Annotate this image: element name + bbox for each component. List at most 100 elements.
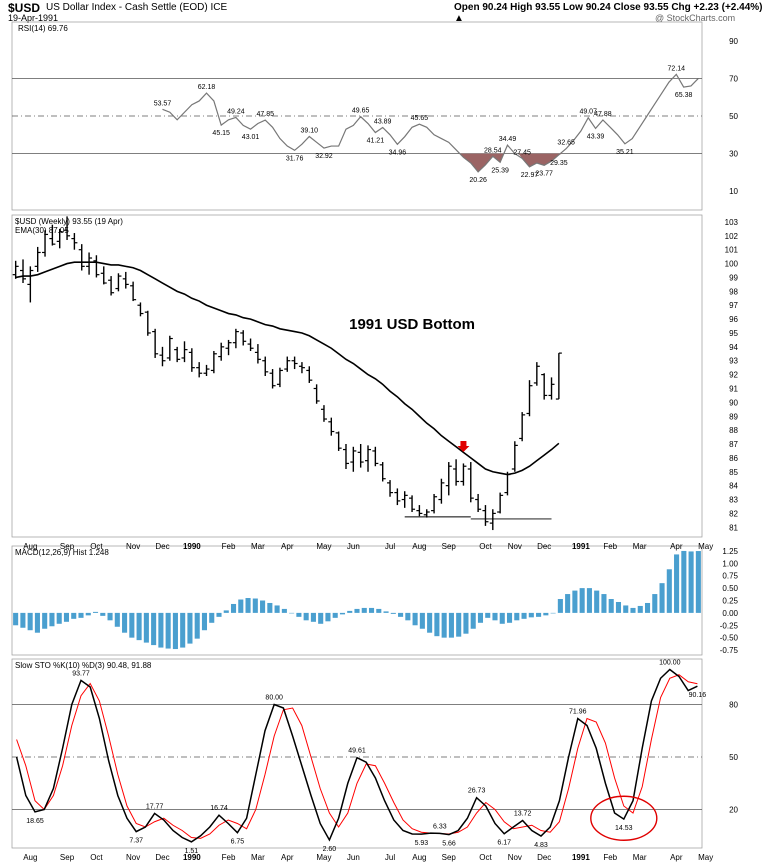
macd-histogram-bar — [594, 590, 600, 613]
x-tick-label: Feb — [222, 542, 236, 551]
macd-histogram-bar — [521, 612, 527, 619]
rsi-value-label: 39.10 — [301, 127, 319, 134]
macd-histogram-bar — [252, 598, 258, 613]
y-tick-label: 20 — [729, 806, 738, 815]
macd-histogram-bar — [499, 612, 505, 624]
macd-histogram-bar — [528, 612, 534, 618]
x-tick-label: Oct — [479, 542, 492, 551]
macd-histogram-bar — [557, 599, 563, 613]
sto-value-label: 16.74 — [210, 805, 228, 812]
y-tick-label: 86 — [729, 454, 738, 463]
macd-histogram-bar — [347, 610, 353, 613]
y-tick-label: 97 — [729, 301, 738, 310]
macd-histogram-bar — [695, 551, 701, 613]
macd-histogram-bar — [56, 612, 62, 624]
macd-histogram-bar — [201, 612, 208, 631]
x-tick-label: Sep — [60, 853, 75, 862]
macd-histogram-bar — [85, 612, 91, 616]
macd-histogram-bar — [27, 612, 33, 631]
rsi-value-label: 28.54 — [484, 147, 502, 154]
x-tick-label: Feb — [603, 853, 617, 862]
panel-frame-3 — [11, 658, 703, 849]
y-tick-label: 88 — [729, 426, 738, 435]
macd-histogram-bar — [318, 612, 324, 624]
y-tick-label: 90 — [729, 37, 738, 46]
macd-histogram-bar — [398, 612, 404, 617]
x-tick-label: Feb — [603, 542, 617, 551]
x-tick-label: Dec — [155, 542, 169, 551]
rsi-value-label: 29.35 — [550, 160, 568, 167]
macd-histogram-bar — [107, 612, 113, 621]
x-tick-label: Apr — [670, 853, 683, 862]
macd-histogram-bar — [158, 612, 164, 648]
macd-histogram-bar — [615, 601, 622, 613]
y-tick-label: 80 — [729, 701, 738, 710]
macd-histogram-bar — [303, 612, 309, 621]
macd-histogram-bar — [492, 612, 498, 621]
macd-histogram-bar — [260, 600, 266, 613]
macd-histogram-bar — [194, 612, 200, 639]
x-tick-label: Dec — [537, 853, 551, 862]
macd-histogram-bar — [659, 583, 665, 613]
x-tick-label: Nov — [508, 542, 522, 551]
rsi-value-label: 22.97 — [521, 172, 539, 179]
sto-value-label: 5.93 — [415, 840, 429, 847]
y-tick-label: 0.50 — [722, 584, 738, 593]
x-tick-label: Apr — [670, 542, 683, 551]
x-tick-label: Oct — [90, 853, 103, 862]
macd-histogram-bar — [78, 612, 84, 618]
sto-value-label: 6.17 — [497, 840, 511, 847]
x-tick-label: Jul — [385, 853, 395, 862]
rsi-value-label: 25.39 — [491, 167, 509, 174]
y-tick-label: 101 — [725, 246, 739, 255]
macd-histogram-bar — [419, 612, 425, 629]
x-tick-label: Dec — [537, 542, 551, 551]
y-tick-label: 1.00 — [722, 559, 738, 568]
macd-histogram-bar — [209, 612, 215, 623]
x-tick-label: Feb — [222, 853, 236, 862]
y-tick-label: 93 — [729, 357, 738, 366]
macd-histogram-bar — [238, 599, 244, 613]
macd-histogram-bar — [216, 612, 222, 617]
rsi-value-label: 20.26 — [469, 177, 487, 184]
macd-histogram-bar — [281, 608, 287, 613]
macd-histogram-bar — [267, 602, 273, 613]
rsi-oversold-fill — [518, 153, 563, 167]
sto-value-label: 13.72 — [514, 810, 532, 817]
macd-histogram-bar — [92, 611, 99, 613]
x-tick-label: Sep — [442, 542, 457, 551]
macd-histogram-bar — [579, 588, 585, 613]
macd-histogram-bar — [623, 605, 629, 613]
x-tick-label: Nov — [508, 853, 522, 862]
x-tick-label: May — [698, 542, 713, 551]
macd-histogram-bar — [274, 605, 280, 613]
y-tick-label: 1.25 — [722, 547, 738, 556]
macd-histogram-bar — [20, 612, 26, 628]
macd-histogram-bar — [441, 612, 447, 638]
macd-histogram-bar — [122, 612, 128, 633]
y-tick-label: 102 — [725, 232, 739, 241]
rsi-value-label: 49.24 — [227, 108, 245, 115]
sto-d-line — [16, 674, 698, 839]
x-tick-label: Sep — [442, 853, 457, 862]
y-tick-label: 103 — [725, 218, 739, 227]
y-tick-label: 10 — [729, 187, 738, 196]
macd-histogram-bar — [165, 612, 171, 649]
macd-histogram-bar — [114, 612, 120, 627]
x-tick-label: Mar — [251, 542, 265, 551]
y-tick-label: 92 — [729, 371, 738, 380]
macd-histogram-bar — [565, 594, 571, 613]
macd-histogram-bar — [296, 612, 302, 617]
y-tick-label: 99 — [729, 273, 738, 282]
x-tick-label: May — [316, 853, 331, 862]
x-tick-label: Aug — [23, 853, 37, 862]
y-tick-label: 95 — [729, 329, 738, 338]
macd-histogram-bar — [463, 612, 469, 634]
y-tick-label: 91 — [729, 384, 738, 393]
macd-histogram-bar — [49, 612, 55, 627]
price-title: $USD (Weekly) 93.55 (19 Apr) — [15, 217, 123, 226]
y-tick-label: -0.75 — [720, 646, 739, 655]
y-tick-label: 84 — [729, 482, 738, 491]
macd-histogram-bar — [289, 612, 295, 614]
